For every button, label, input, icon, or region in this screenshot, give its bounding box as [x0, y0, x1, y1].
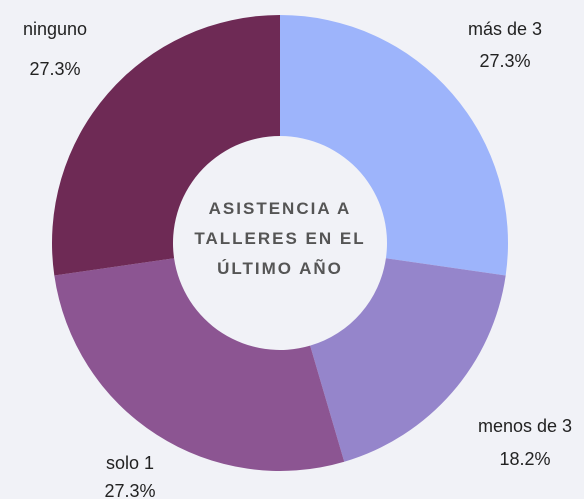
segment-value-label: 27.3% — [479, 51, 530, 71]
donut-segment — [51, 15, 280, 276]
segment-label: más de 3 — [468, 19, 542, 39]
segment-label: ninguno — [23, 19, 87, 39]
segment-label: solo 1 — [106, 453, 154, 473]
donut-segment — [54, 258, 345, 472]
segment-value-label: 18.2% — [499, 449, 550, 469]
segment-label: menos de 3 — [478, 416, 572, 436]
chart-title: ASISTENCIA A TALLERES EN EL ÚLTIMO AÑO — [194, 199, 366, 278]
segment-value-label: 27.3% — [29, 59, 80, 79]
segment-value-label: 27.3% — [104, 481, 155, 499]
donut-segment — [280, 15, 508, 276]
donut-segment — [310, 258, 506, 462]
